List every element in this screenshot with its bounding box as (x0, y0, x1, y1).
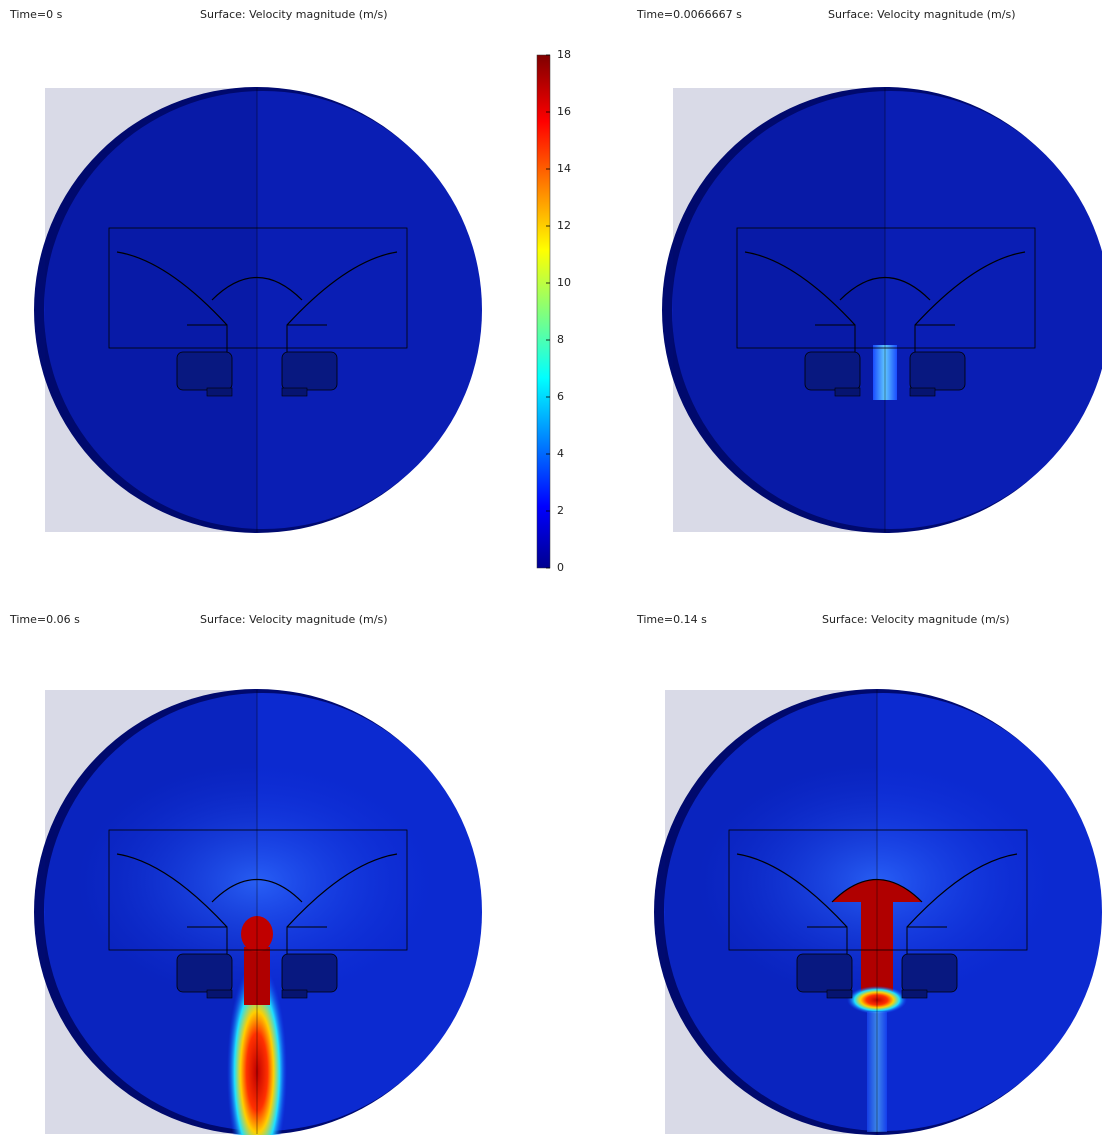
magnet (281, 953, 338, 993)
pole-plate (281, 387, 308, 397)
pole-plate (909, 387, 936, 397)
colorbar-tick-label: 8 (557, 333, 564, 346)
panel: Time=0 s Surface: Velocity magnitude (m/s… (9, 8, 482, 533)
surround (187, 926, 327, 957)
panel: Time=0.06 s Surface: Velocity magnitude (… (9, 613, 482, 1135)
domain (672, 91, 1102, 529)
colorbar-tick-label: 4 (557, 447, 564, 460)
cone (116, 853, 398, 928)
time-label: Time=0.0066667 s (636, 8, 742, 21)
pole-plate (901, 989, 928, 999)
magnet (176, 953, 233, 993)
speaker-box (108, 227, 408, 349)
colorbar-tick-label: 6 (557, 390, 564, 403)
dome (211, 277, 303, 301)
pole-plate (206, 387, 233, 397)
cone (116, 251, 398, 326)
colorbar-tick-label: 2 (557, 504, 564, 517)
dome (211, 879, 303, 903)
magnet (804, 351, 861, 391)
speaker-box (108, 829, 408, 951)
dome (839, 277, 931, 301)
pole-plate (834, 387, 861, 397)
surround (807, 926, 947, 957)
domain (44, 91, 482, 529)
panel-title: Surface: Velocity magnitude (m/s) (200, 613, 388, 626)
colorbar-tick-label: 10 (557, 276, 571, 289)
domain-half (673, 88, 885, 532)
time-label: Time=0 s (9, 8, 63, 21)
cone (736, 853, 1018, 928)
time-label: Time=0.14 s (636, 613, 707, 626)
magnet (176, 351, 233, 391)
panel-title: Surface: Velocity magnitude (m/s) (822, 613, 1010, 626)
surround (187, 324, 327, 355)
colorbar-tick-label: 16 (557, 105, 571, 118)
panel: Time=0.14 s Surface: Velocity magnitude (… (636, 613, 1102, 1135)
domain-half (45, 88, 257, 532)
colorbar-tick-label: 12 (557, 219, 571, 232)
colorbar-tick-label: 0 (557, 561, 564, 574)
magnet (909, 351, 966, 391)
panels: Time=0 s Surface: Velocity magnitude (m/s… (9, 8, 1102, 1135)
colorbar-gradient (536, 54, 551, 569)
speaker-box (736, 227, 1036, 349)
speaker-box (728, 829, 1028, 951)
magnet (796, 953, 853, 993)
magnet (281, 351, 338, 391)
dome (831, 879, 923, 903)
colorbar-tick-label: 14 (557, 162, 571, 175)
colorbar: 0 2 4 6 8 10 12 14 16 18 (536, 48, 571, 574)
cone (744, 251, 1026, 326)
panel: Time=0.0066667 s Surface: Velocity magnit… (636, 8, 1102, 533)
surround (815, 324, 955, 355)
magnet (901, 953, 958, 993)
colorbar-tick-label: 18 (557, 48, 571, 61)
pole-plate (206, 989, 233, 999)
pole-plate (281, 989, 308, 999)
time-label: Time=0.06 s (9, 613, 80, 626)
panel-title: Surface: Velocity magnitude (m/s) (828, 8, 1016, 21)
panel-title: Surface: Velocity magnitude (m/s) (200, 8, 388, 21)
pole-plate (826, 989, 853, 999)
